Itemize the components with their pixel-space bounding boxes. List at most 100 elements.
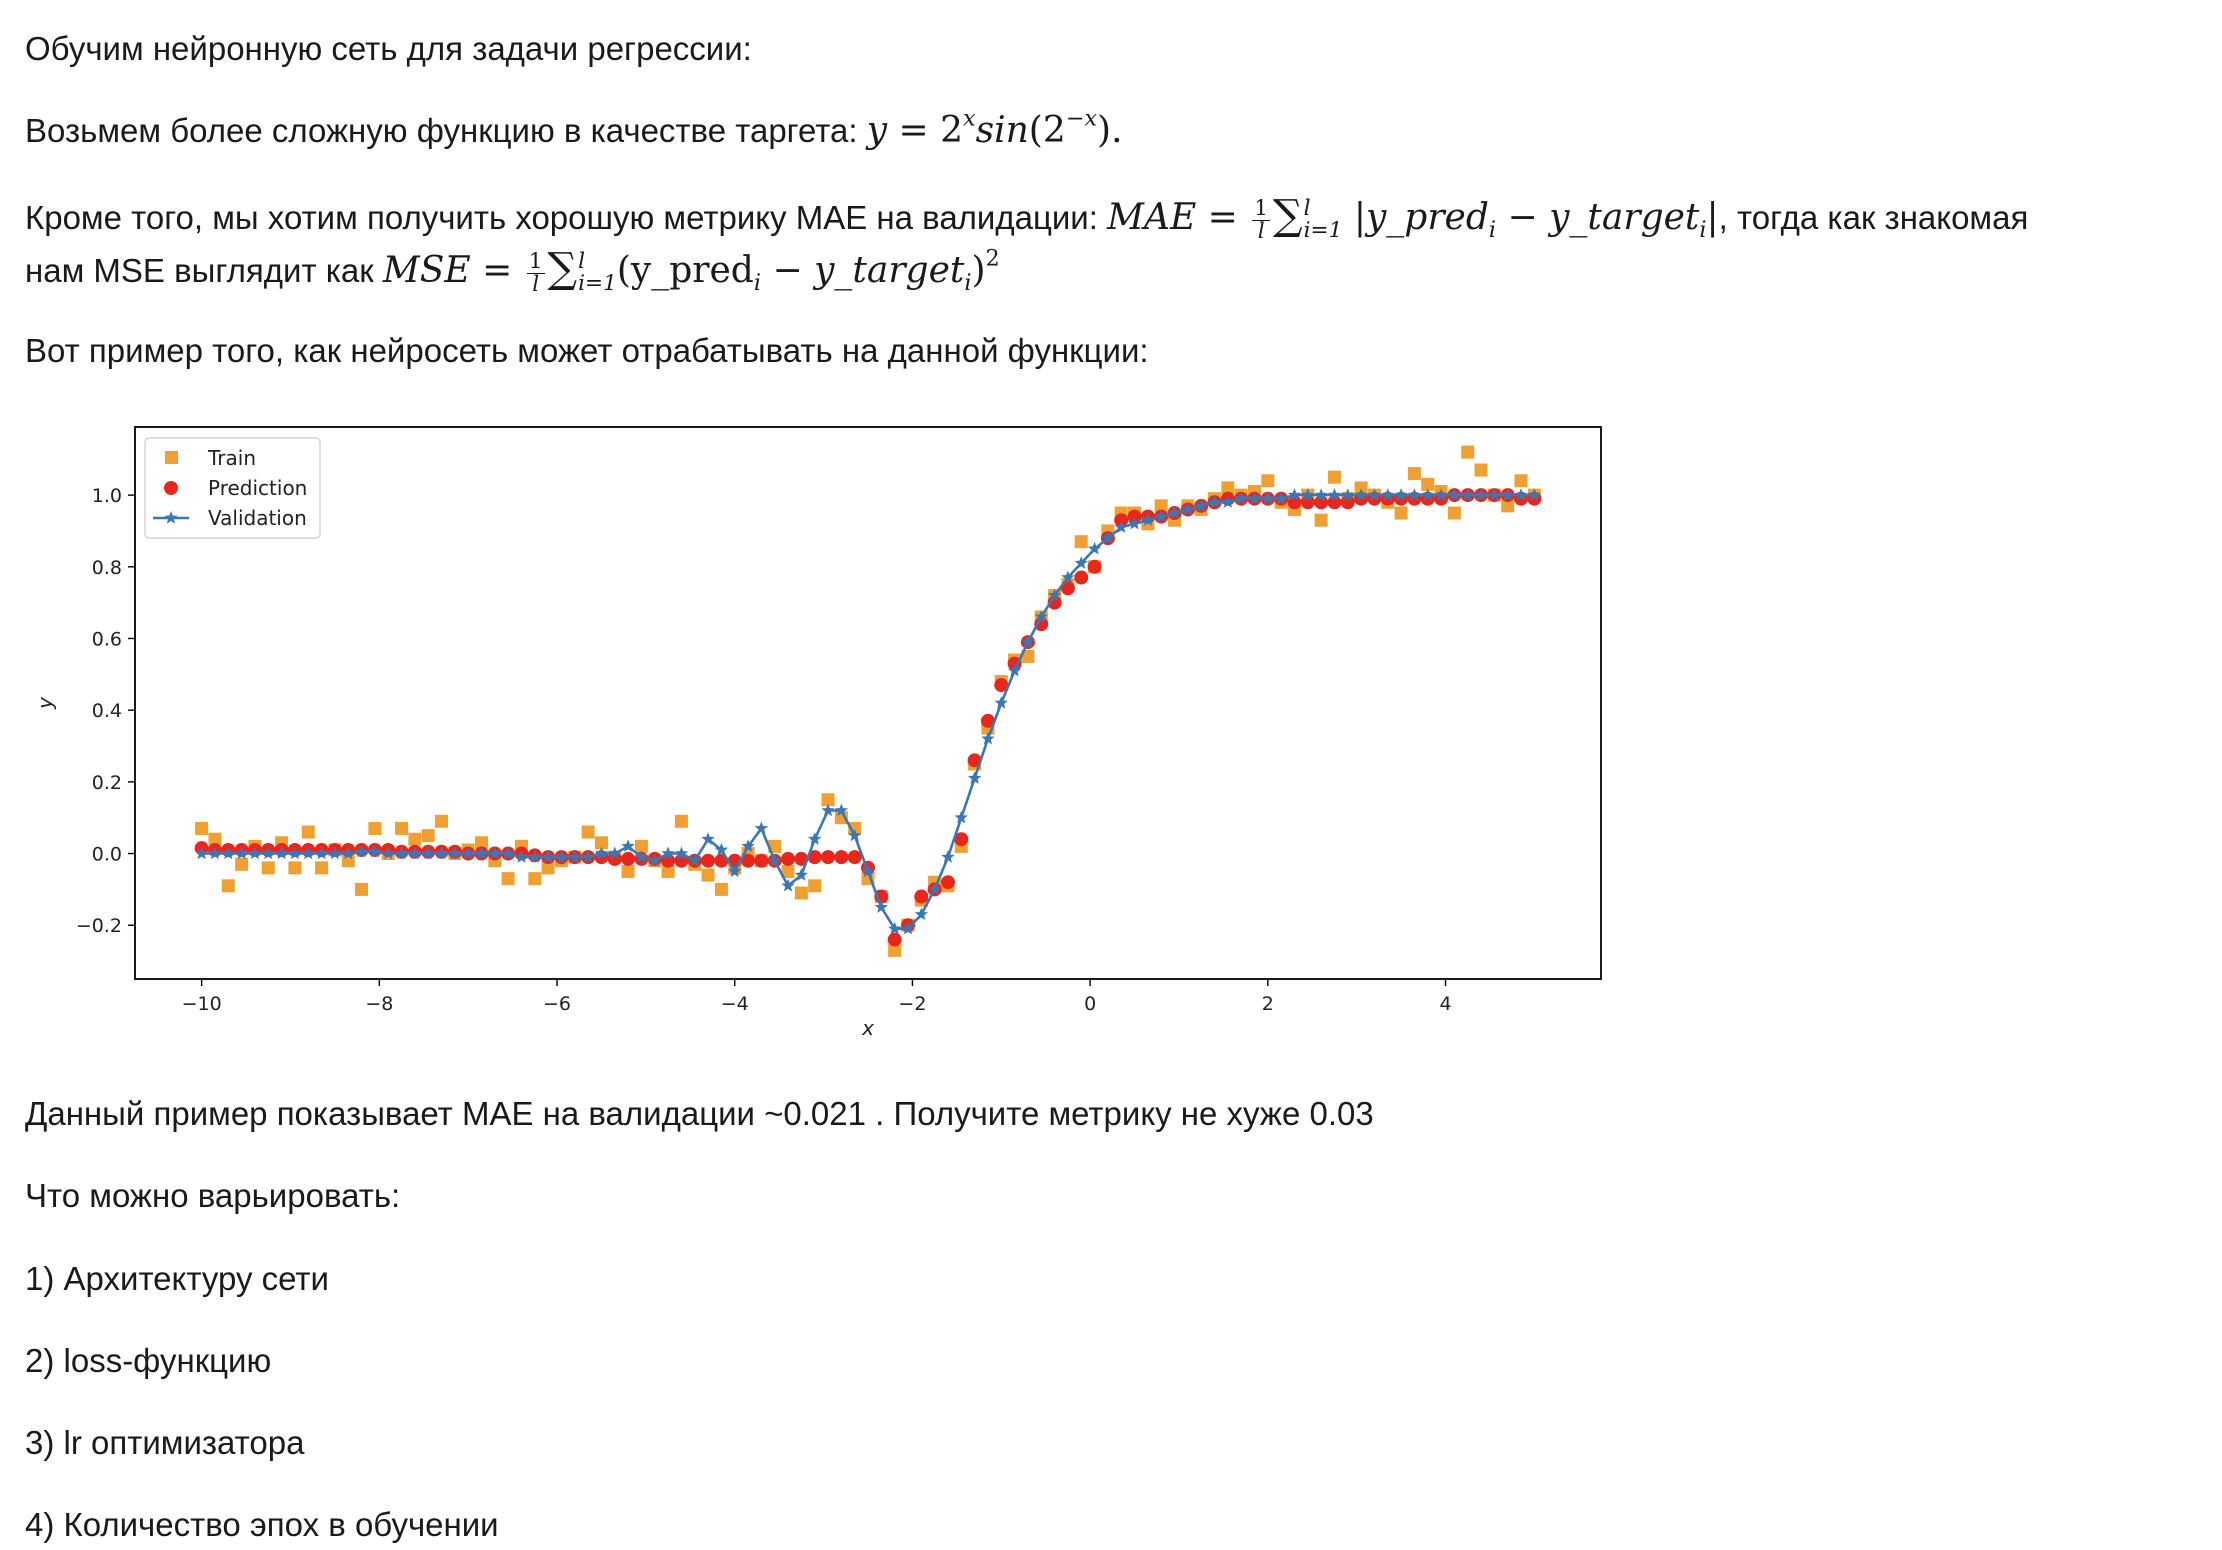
y-tick-label: −0.2: [76, 915, 122, 937]
list-item-lr: 3) lr оптимизатора: [25, 1424, 305, 1461]
validation-point: [1287, 488, 1302, 501]
mae-formula: MAE = 1 l ∑ l i=1 |y_predi − y_targeti|: [1107, 191, 1719, 244]
validation-point: [741, 839, 755, 852]
prediction-point: [887, 932, 902, 947]
validation-point: [1487, 488, 1501, 501]
paragraph-intro: Обучим нейронную сеть для задачи регресс…: [25, 30, 752, 67]
train-point: [528, 872, 542, 886]
validation-point: [714, 843, 729, 856]
validation-point: [781, 878, 795, 892]
validation-point: [888, 921, 902, 935]
train-point: [794, 886, 808, 900]
validation-point: [1434, 488, 1448, 501]
train-point: [475, 836, 489, 850]
validation-point: [528, 850, 542, 863]
prediction-point: [607, 851, 622, 866]
prediction-point: [781, 851, 796, 866]
validation-point: [434, 846, 449, 860]
x-tick-label: 0: [1084, 993, 1096, 1015]
validation-point: [1314, 488, 1328, 501]
train-point: [1021, 649, 1035, 663]
train-point: [888, 943, 902, 957]
validation-point: [1007, 663, 1022, 677]
train-point: [714, 882, 728, 896]
prediction-point: [980, 713, 995, 728]
validation-point: [301, 846, 315, 860]
validation-point: [981, 731, 995, 745]
validation-point: [928, 882, 942, 896]
validation-point: [248, 846, 262, 860]
train-point: [395, 821, 409, 835]
validation-point: [354, 844, 369, 858]
train-point: [1394, 506, 1408, 520]
validation-point: [221, 846, 235, 860]
validation-point: [634, 850, 649, 863]
paragraph-result: Данный пример показывает MAE на валидаци…: [25, 1095, 1374, 1132]
validation-point: [1034, 610, 1048, 623]
validation-point: [568, 850, 582, 863]
prediction-point: [1114, 513, 1129, 528]
train-point: [1314, 513, 1328, 527]
validation-point: [261, 846, 275, 860]
validation-point: [1274, 491, 1288, 505]
train-point: [288, 861, 302, 875]
validation-point: [554, 850, 569, 863]
validation-point: [1421, 488, 1435, 501]
chart-svg: −10 −8 −6 −4 −2 0 2 4 −0.2 0.0 0.2 0.4 0.6 0.8 1.0 x y…: [33, 426, 1602, 1040]
train-point: [221, 879, 235, 893]
validation-point: [1114, 520, 1128, 533]
validation-point: [1221, 495, 1235, 508]
prediction-point: [1007, 656, 1022, 671]
train-point: [581, 825, 595, 839]
prediction-point: [1087, 559, 1102, 574]
validation-point: [368, 844, 382, 858]
mse-text: нам MSE выглядит как: [25, 252, 374, 289]
train-point: [1221, 481, 1235, 495]
prediction-point: [621, 851, 636, 866]
train-point: [1327, 470, 1341, 484]
x-tick-label: 4: [1439, 993, 1451, 1015]
train-point: [1407, 467, 1421, 481]
y-tick-label: 0.6: [92, 628, 122, 650]
paragraph-mse: нам MSE выглядит как MSE = 1 l ∑ l i=1 (y_pre…: [25, 243, 1000, 296]
validation-point: [1501, 488, 1515, 501]
validation-point: [1127, 516, 1142, 530]
train-point: [501, 872, 515, 886]
train-point: [261, 861, 275, 875]
validation-point: [621, 839, 635, 852]
validation-point: [314, 846, 329, 860]
validation-point: [235, 846, 249, 860]
validation-point: [874, 900, 888, 913]
validation-point: [808, 832, 822, 845]
prediction-point: [821, 850, 836, 865]
validation-point: [701, 832, 715, 845]
validation-point: [1327, 488, 1342, 501]
train-point: [674, 814, 688, 828]
prediction-point: [834, 850, 849, 865]
y-tick-label: 0.2: [92, 772, 122, 794]
validation-point: [1141, 513, 1155, 526]
train-point: [1421, 477, 1435, 491]
validation-point: [661, 846, 675, 860]
train-point: [1514, 474, 1528, 488]
train-point: [781, 864, 795, 878]
train-point: [315, 861, 329, 875]
validation-point: [1101, 531, 1115, 544]
train-point: [1501, 499, 1515, 513]
validation-point: [1527, 488, 1541, 501]
regression-chart: −10 −8 −6 −4 −2 0 2 4 −0.2 0.0 0.2 0.4 0.6 0.8 1.0 x y…: [30, 395, 1630, 1055]
y-tick-label: 1.0: [92, 485, 122, 507]
validation-point: [1207, 495, 1222, 508]
legend-label: Train: [207, 446, 256, 470]
validation-point: [834, 803, 848, 817]
prediction-point: [914, 889, 929, 904]
validation-point: [1407, 488, 1422, 501]
validation-point: [848, 828, 862, 842]
prediction-point: [807, 850, 822, 865]
validation-point: [728, 864, 742, 878]
validation-point: [768, 853, 782, 867]
y-tick-label: 0.4: [92, 700, 122, 722]
x-tick-label: 2: [1262, 993, 1274, 1015]
validation-point: [1061, 570, 1075, 584]
validation-point: [794, 868, 808, 881]
